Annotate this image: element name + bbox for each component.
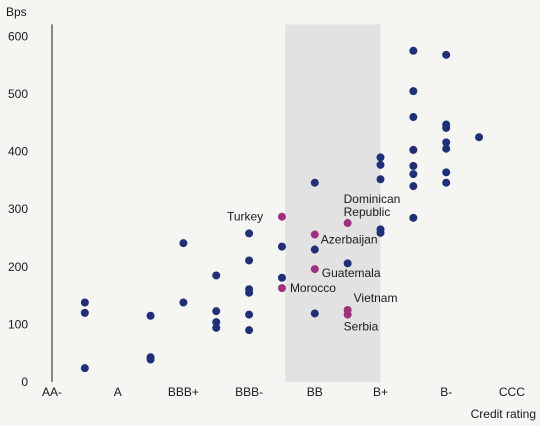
highlight-point-guatemala bbox=[310, 265, 319, 274]
annotation-guatemala: Guatemala bbox=[322, 266, 381, 280]
data-point-44 bbox=[475, 133, 484, 142]
data-point-39 bbox=[442, 123, 451, 132]
data-point-2 bbox=[80, 364, 89, 373]
y-tick-labels: 0 100 200 300 400 500 600 bbox=[8, 29, 28, 389]
data-point-28 bbox=[376, 228, 385, 237]
data-point-8 bbox=[212, 271, 221, 280]
data-point-25 bbox=[376, 160, 385, 169]
data-point-23 bbox=[343, 259, 352, 268]
data-point-3 bbox=[146, 311, 155, 320]
data-point-36 bbox=[409, 213, 418, 222]
annotations-layer: Turkey Morocco Azerbaijan Guatemala Dominica… bbox=[227, 192, 400, 334]
x-tick-labels: AA- A BBB+ BBB- BB B+ B- CCC bbox=[42, 385, 525, 399]
data-point-0 bbox=[80, 298, 89, 307]
y-axis-title: Bps bbox=[6, 5, 27, 19]
annotation-azerbaijan: Azerbaijan bbox=[321, 233, 378, 247]
y-tick-label-300: 300 bbox=[8, 202, 28, 216]
x-tick-label-b: B- bbox=[440, 385, 452, 399]
data-point-18 bbox=[277, 242, 286, 251]
data-point-32 bbox=[409, 145, 418, 154]
highlight-point-morocco bbox=[277, 284, 286, 293]
highlight-point-serbia bbox=[343, 310, 352, 319]
data-point-31 bbox=[409, 113, 418, 122]
data-point-15 bbox=[245, 288, 254, 297]
shaded-band bbox=[285, 24, 381, 383]
data-point-42 bbox=[442, 168, 451, 177]
x-tick-label-b: B+ bbox=[373, 385, 388, 399]
y-tick-label-400: 400 bbox=[8, 145, 28, 159]
data-point-12 bbox=[245, 229, 254, 238]
x-tick-label-a: A bbox=[114, 385, 122, 399]
x-axis-title: Credit rating bbox=[471, 407, 536, 421]
data-point-16 bbox=[245, 310, 254, 319]
y-tick-label-0: 0 bbox=[21, 375, 28, 389]
annotation-turkey: Turkey bbox=[227, 210, 263, 224]
data-point-20 bbox=[310, 178, 319, 187]
data-point-7 bbox=[179, 298, 188, 307]
data-point-41 bbox=[442, 144, 451, 153]
data-point-5 bbox=[146, 355, 155, 364]
x-tick-label-ccc: CCC bbox=[499, 385, 525, 399]
data-point-24 bbox=[376, 153, 385, 162]
data-point-43 bbox=[442, 178, 451, 187]
points-layer bbox=[80, 46, 484, 373]
y-tick-label-100: 100 bbox=[8, 317, 28, 331]
x-tick-label-bb: BB bbox=[307, 385, 323, 399]
data-point-29 bbox=[409, 46, 418, 55]
annotation-serbia: Serbia bbox=[344, 320, 379, 334]
data-point-35 bbox=[409, 182, 418, 191]
data-point-33 bbox=[409, 162, 418, 170]
annotation-morocco: Morocco bbox=[290, 281, 336, 295]
annotation-vietnam: Vietnam bbox=[354, 291, 398, 305]
data-point-19 bbox=[277, 273, 286, 282]
annotation-republic: Republic bbox=[344, 205, 391, 219]
data-point-13 bbox=[245, 256, 254, 265]
highlight-point-dominican-republic bbox=[343, 219, 352, 228]
data-point-21 bbox=[310, 245, 319, 254]
data-point-26 bbox=[376, 175, 385, 184]
highlight-point-azerbaijan bbox=[310, 230, 319, 239]
x-tick-label-bbb: BBB- bbox=[235, 385, 263, 399]
annotation-dominican: Dominican bbox=[344, 192, 401, 206]
data-point-10 bbox=[212, 318, 221, 327]
data-point-37 bbox=[442, 50, 451, 59]
y-tick-label-500: 500 bbox=[8, 87, 28, 101]
data-point-6 bbox=[179, 239, 188, 248]
x-tick-label-bbb: BBB+ bbox=[168, 385, 199, 399]
data-point-1 bbox=[80, 308, 89, 317]
highlight-point-turkey bbox=[277, 212, 286, 221]
data-point-30 bbox=[409, 87, 418, 96]
data-point-17 bbox=[245, 326, 254, 335]
data-point-40 bbox=[442, 138, 451, 147]
data-point-9 bbox=[212, 307, 221, 316]
data-point-34 bbox=[409, 170, 418, 179]
data-point-11 bbox=[212, 323, 221, 332]
data-point-22 bbox=[310, 309, 319, 318]
x-tick-label-aa: AA- bbox=[42, 385, 62, 399]
y-tick-label-200: 200 bbox=[8, 260, 28, 274]
y-tick-label-600: 600 bbox=[8, 29, 28, 43]
